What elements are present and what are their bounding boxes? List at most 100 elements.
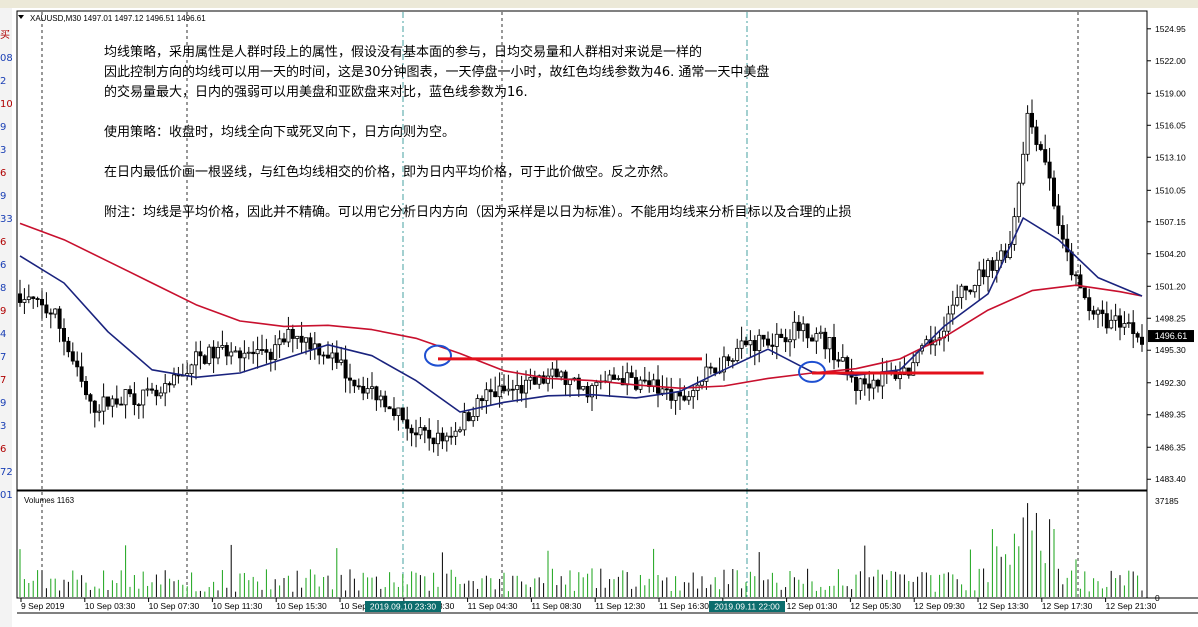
candle-body bbox=[167, 383, 172, 386]
candle-body bbox=[757, 334, 762, 351]
candle-body bbox=[766, 338, 771, 346]
candle-body bbox=[629, 372, 634, 378]
candle-body bbox=[1104, 313, 1109, 329]
candle-body bbox=[708, 366, 713, 369]
time-tick-label: 10 Sep 11:30 bbox=[212, 601, 262, 611]
candle-body bbox=[39, 298, 44, 306]
left-strip-value: 2 bbox=[0, 76, 7, 87]
candle-body bbox=[339, 359, 344, 363]
candle-body bbox=[876, 379, 881, 387]
candle-body bbox=[92, 400, 97, 413]
candle-body bbox=[44, 304, 49, 314]
candle-body bbox=[1087, 297, 1092, 312]
candle-body bbox=[35, 298, 40, 300]
left-strip-value: 08 bbox=[0, 53, 12, 64]
candle-body bbox=[1074, 274, 1079, 277]
candle-body bbox=[832, 337, 837, 361]
candle-body bbox=[387, 406, 392, 410]
candle-body bbox=[1030, 112, 1035, 128]
candle-body bbox=[453, 430, 458, 437]
candle-body bbox=[559, 371, 564, 378]
candle-body bbox=[400, 407, 405, 421]
candle-body bbox=[163, 383, 168, 394]
candle-body bbox=[211, 346, 216, 359]
candle-body bbox=[554, 368, 559, 378]
candle-body bbox=[193, 351, 198, 366]
candle-body bbox=[264, 349, 269, 353]
time-tick-label: 12 Sep 01:30 bbox=[787, 601, 838, 611]
time-tick-label: 10 Sep 15:30 bbox=[276, 601, 327, 611]
candle-body bbox=[189, 364, 194, 374]
candle-body bbox=[532, 376, 537, 385]
candle-body bbox=[220, 345, 225, 348]
candle-body bbox=[704, 366, 709, 382]
candle-body bbox=[26, 296, 31, 300]
candle-body bbox=[788, 339, 793, 343]
candle-body bbox=[634, 377, 639, 390]
price-pane-frame bbox=[16, 10, 1148, 491]
candle-body bbox=[343, 359, 348, 379]
time-tick-label: 12 Sep 17:30 bbox=[1042, 601, 1093, 611]
candle-body bbox=[246, 351, 251, 354]
time-tick-label: 12 Sep 05:30 bbox=[850, 601, 901, 611]
candle-body bbox=[299, 335, 304, 343]
candle-body bbox=[352, 379, 357, 387]
candle-body bbox=[79, 366, 84, 382]
cursor-label-box bbox=[709, 601, 785, 612]
candle-body bbox=[75, 360, 80, 368]
dropdown-triangle-icon[interactable] bbox=[18, 15, 24, 19]
current-price-tag: 1496.61 bbox=[1148, 330, 1194, 343]
candle-body bbox=[141, 389, 146, 406]
candle-body bbox=[237, 350, 242, 359]
candle-body bbox=[427, 429, 432, 439]
ma46-line bbox=[19, 222, 1143, 389]
time-tick-label: 10 Sep 03:30 bbox=[85, 601, 136, 611]
candle-body bbox=[871, 379, 876, 389]
candle-body bbox=[409, 427, 414, 434]
time-tick-label: 12 Sep 13:30 bbox=[978, 601, 1029, 611]
price-tick-label: 1498.25 bbox=[1155, 313, 1186, 323]
candle-body bbox=[950, 304, 955, 315]
candle-body bbox=[792, 321, 797, 341]
highlight-ellipse bbox=[424, 344, 452, 367]
left-strip-value: 9 bbox=[0, 306, 7, 317]
note-line: 的交易量最大，日内的强弱可以用美盘和亚欧盘来对比，蓝色线参数为16. bbox=[104, 85, 528, 100]
left-strip-value: 6 bbox=[0, 237, 7, 248]
volume-header: Volumes 1163 bbox=[24, 496, 75, 505]
candle-body bbox=[528, 376, 533, 381]
chart-area[interactable]: 1524.95 1522.00 1519.00 1516.05 1513.10 1510.… bbox=[12, 8, 1198, 627]
candle-body bbox=[466, 412, 471, 422]
candle-body bbox=[823, 331, 828, 350]
cursor-label: 2019.09.11 22:00 bbox=[714, 602, 780, 612]
candle-body bbox=[1034, 126, 1039, 145]
candle-body bbox=[801, 323, 806, 332]
candle-body bbox=[858, 378, 863, 391]
candle-body bbox=[198, 351, 203, 357]
note-line: 使用策略：收盘时，均线全向下或死叉向下，日方向则为空。 bbox=[104, 125, 456, 140]
note-line: 在日内最低价画一根竖线，与红色均线相交的价格，即为日内平均价格，可于此价做空。反… bbox=[104, 165, 677, 180]
candle-body bbox=[457, 429, 462, 432]
price-tick-label: 1519.00 bbox=[1155, 88, 1186, 98]
candle-body bbox=[356, 385, 361, 388]
candle-body bbox=[616, 378, 621, 380]
candle-body bbox=[1052, 177, 1057, 207]
candle-body bbox=[726, 356, 731, 362]
candle-body bbox=[1096, 309, 1101, 315]
candle-body bbox=[479, 398, 484, 402]
candle-body bbox=[955, 297, 960, 306]
candle-body bbox=[136, 404, 141, 407]
candle-body bbox=[590, 385, 595, 398]
price-tick-label: 1489.35 bbox=[1155, 410, 1186, 420]
candle-body bbox=[1091, 310, 1096, 315]
candle-body bbox=[321, 354, 326, 357]
left-strip-value: 3 bbox=[0, 145, 7, 156]
candle-body bbox=[959, 285, 964, 299]
candle-body bbox=[383, 395, 388, 408]
candle-body bbox=[1060, 225, 1065, 240]
time-tick-label: 11 Sep 12:30 bbox=[595, 601, 645, 611]
candle-body bbox=[97, 410, 102, 413]
candle-body bbox=[691, 390, 696, 398]
candle-body bbox=[462, 412, 467, 431]
left-strip-value: 9 bbox=[0, 122, 7, 133]
candle-body bbox=[673, 391, 678, 401]
